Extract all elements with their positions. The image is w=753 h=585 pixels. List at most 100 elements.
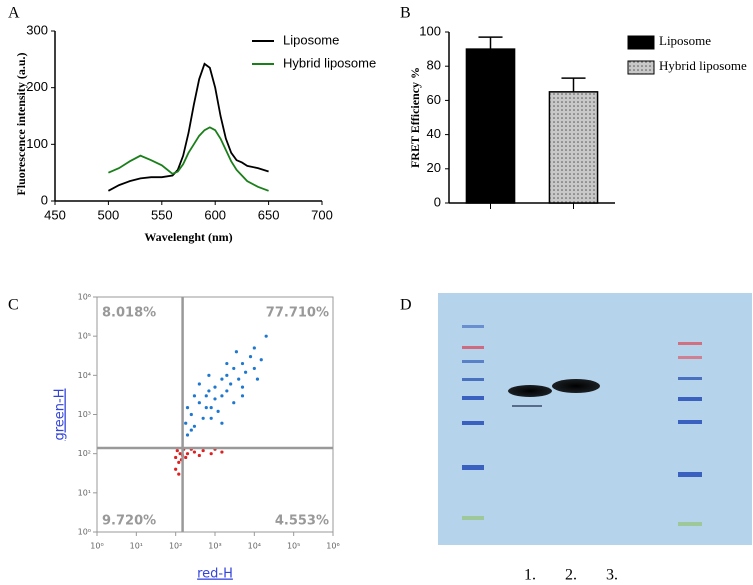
y-tick-label: 100: [26, 136, 48, 151]
panel-label: B: [400, 5, 411, 22]
scatter-point: [185, 433, 190, 437]
scatter-point: [216, 409, 220, 413]
scatter-point: [213, 385, 217, 389]
scatter-point: [225, 389, 229, 393]
scatter-point: [213, 397, 217, 401]
scatter-point: [259, 358, 263, 362]
y-tick-label: 10⁴: [78, 371, 91, 380]
y-tick-label: 60: [427, 92, 441, 107]
scatter-point: [174, 455, 178, 460]
x-tick-label: 10²: [169, 542, 182, 551]
scatter-point: [234, 350, 238, 354]
legend-label: Hybrid liposome: [659, 58, 747, 73]
y-tick-label: 10⁶: [78, 293, 91, 302]
scatter-point: [255, 377, 260, 381]
gel-band: [508, 385, 552, 397]
scatter-point: [197, 401, 201, 405]
scatter-point: [252, 346, 256, 350]
scatter-point: [189, 428, 193, 432]
x-tick-label: 650: [258, 207, 280, 222]
scatter-point: [248, 355, 253, 359]
scatter-point: [220, 377, 224, 381]
gel-image: [438, 293, 752, 545]
scatter-point: [209, 416, 213, 420]
line-series: [107, 62, 269, 192]
quadrant-label: 77.710%: [266, 306, 329, 321]
y-tick-label: 10²: [78, 449, 91, 458]
x-axis-label: Wavelenght (nm): [144, 230, 232, 244]
legend-swatch: [627, 35, 655, 50]
y-tick-label: 0: [434, 194, 441, 209]
x-tick-label: 10¹: [130, 542, 143, 551]
scatter-point: [204, 394, 208, 398]
legend-label: Liposome: [283, 32, 339, 47]
line-series: [108, 126, 269, 192]
x-tick-label: 700: [311, 207, 333, 222]
scatter-point: [184, 421, 188, 425]
y-tick-label: 10³: [78, 410, 91, 419]
scatter-point: [174, 467, 178, 471]
y-tick-label: 300: [26, 22, 48, 37]
ladder-right: [678, 342, 702, 526]
scatter-point: [232, 401, 236, 405]
scatter-point: [252, 366, 256, 371]
quadrant-label: 8.018%: [102, 306, 156, 321]
scatter-point: [240, 394, 245, 398]
scatter-point: [207, 373, 211, 377]
y-axis-label: FRET Efficiency %: [408, 67, 422, 168]
scatter-point: [225, 373, 229, 377]
scatter-point: [209, 452, 213, 456]
scatter-point: [240, 385, 245, 389]
gel-background: [438, 293, 752, 545]
scatter-point: [192, 394, 197, 398]
x-tick-label: 500: [98, 207, 120, 222]
scatter-point: [244, 370, 248, 374]
y-tick-label: 80: [427, 58, 441, 73]
panel-label: D: [400, 297, 412, 314]
scatter-point: [189, 412, 193, 417]
scatter-point: [225, 361, 229, 366]
y-tick-label: 10¹: [78, 488, 91, 497]
x-tick-label: 10⁵: [287, 542, 300, 551]
x-tick-label: 10³: [208, 542, 221, 551]
ladder-left: [462, 325, 484, 520]
scatter-point: [240, 361, 245, 366]
bar: [548, 91, 599, 204]
scatter-point: [232, 366, 236, 371]
scatter-point: [220, 421, 224, 425]
scatter-point: [229, 382, 233, 386]
scatter-point: [178, 452, 182, 456]
x-tick-label: 10⁰: [90, 542, 103, 551]
y-tick-label: 40: [427, 126, 441, 141]
gel-band: [512, 405, 542, 407]
gel-band: [552, 379, 600, 393]
bar: [465, 48, 516, 204]
y-tick-label: 100: [419, 23, 441, 38]
scatter-point: [175, 448, 179, 453]
y-axis-label: green-H: [53, 388, 68, 440]
y-tick-label: 200: [26, 79, 48, 94]
plot-frame: [96, 296, 334, 533]
scatter-point: [177, 460, 181, 464]
quadrant-label: 4.553%: [275, 514, 329, 529]
scatter-point: [185, 452, 190, 456]
lane-label: 2.: [565, 567, 577, 584]
scatter-point: [220, 394, 224, 398]
legend-label: Hybrid liposome: [283, 55, 376, 70]
scatter-point: [220, 450, 224, 454]
scatter-point: [192, 450, 197, 454]
scatter-point: [264, 334, 268, 338]
scatter-point: [209, 406, 213, 410]
scatter-point: [185, 406, 190, 410]
panel-label: C: [8, 297, 19, 314]
lane-label: 3.: [606, 567, 618, 584]
legend-swatch: [627, 60, 655, 75]
quadrant-label: 9.720%: [102, 514, 156, 529]
scatter-point: [237, 377, 241, 381]
y-tick-label: 20: [427, 160, 441, 175]
scatter-point: [177, 472, 181, 476]
legend-label: Liposome: [659, 33, 711, 48]
x-tick-label: 10⁴: [248, 542, 261, 551]
x-axis-label: red-H: [197, 567, 233, 582]
